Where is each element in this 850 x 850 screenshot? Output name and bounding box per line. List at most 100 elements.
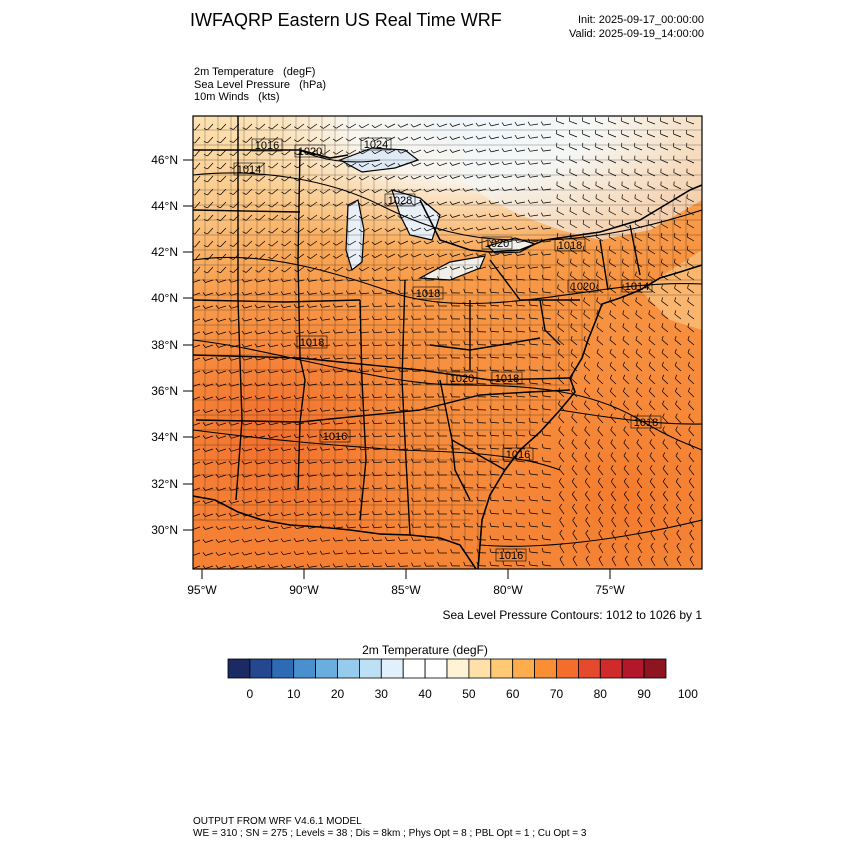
- lon-label: 95°W: [187, 583, 217, 597]
- wind-barbs: [193, 117, 695, 569]
- pressure-label: 1018: [296, 335, 328, 349]
- pressure-label-text: 1018: [416, 288, 440, 300]
- map-title: IWFAQRP Eastern US Real Time WRF: [190, 10, 502, 30]
- colorbar-swatch: [271, 658, 295, 679]
- contour-note: Sea Level Pressure Contours: 1012 to 102…: [442, 608, 703, 622]
- pressure-label: 1016: [319, 429, 351, 443]
- pressure-label-text: 1014: [237, 164, 261, 176]
- pressure-label: 1028: [384, 193, 416, 207]
- field-winds: 10m Winds (kts): [194, 91, 280, 103]
- pressure-label: 1020: [446, 371, 478, 385]
- pressure-label: 1018: [554, 238, 586, 252]
- longitude-labels: 95°W 90°W 85°W 80°W 75°W: [187, 569, 625, 597]
- colorbar-tick-label: 0: [247, 687, 254, 701]
- colorbar-title: 2m Temperature (degF): [362, 643, 488, 657]
- lat-label: 42°N: [151, 245, 178, 259]
- map-geography: [193, 116, 702, 569]
- colorbar-tick-label: 20: [331, 687, 345, 701]
- footer-line-2: WE = 310 ; SN = 275 ; Levels = 38 ; Dis …: [193, 828, 587, 839]
- pressure-label-text: 1018: [558, 240, 582, 252]
- temperature-colorbar: [227, 658, 667, 679]
- lat-label: 40°N: [151, 291, 178, 305]
- lat-label: 46°N: [151, 153, 178, 167]
- colorbar-swatch: [315, 658, 338, 679]
- pressure-label-text: 1028: [388, 195, 412, 207]
- colorbar-swatch: [512, 658, 536, 679]
- colorbar-swatch: [643, 658, 667, 679]
- pressure-label: 1020: [567, 279, 599, 293]
- pressure-label: 1018: [412, 286, 444, 300]
- pressure-label-text: 1014: [625, 281, 649, 293]
- lat-label: 32°N: [151, 477, 178, 491]
- pressure-label-text: 1018: [634, 417, 658, 429]
- valid-time: Valid: 2025-09-19_14:00:00: [569, 28, 704, 40]
- colorbar-swatch: [534, 658, 557, 679]
- lat-label: 44°N: [151, 199, 178, 213]
- pressure-label-text: 1016: [255, 140, 279, 152]
- init-time: Init: 2025-09-17_00:00:00: [578, 14, 704, 26]
- pressure-label: 1024: [360, 137, 392, 151]
- colorbar-swatch: [556, 658, 579, 679]
- pressure-label-text: 1016: [506, 449, 530, 461]
- pressure-label-text: 1016: [499, 550, 523, 562]
- colorbar-swatch: [380, 658, 404, 679]
- colorbar-tick-label: 40: [418, 687, 432, 701]
- colorbar-tick-label: 10: [287, 687, 301, 701]
- pressure-label-text: 1020: [485, 238, 509, 250]
- lon-label: 75°W: [595, 583, 625, 597]
- pressure-label: 1014: [233, 162, 265, 176]
- colorbar-swatch: [227, 658, 251, 679]
- pressure-label-text: 1020: [571, 281, 595, 293]
- colorbar-swatch: [402, 658, 426, 679]
- colorbar-swatch: [599, 658, 623, 679]
- colorbar-tick-label: 60: [506, 687, 520, 701]
- footer-line-1: OUTPUT FROM WRF V4.6.1 MODEL: [193, 816, 362, 827]
- colorbar-swatch: [468, 658, 492, 679]
- colorbar-tick-label: 100: [678, 687, 698, 701]
- lat-label: 38°N: [151, 338, 178, 352]
- colorbar-swatch: [490, 658, 514, 679]
- pressure-label-text: 1018: [495, 373, 519, 385]
- map-frame: [192, 115, 703, 570]
- temperature-field: [193, 116, 702, 569]
- pressure-label: 1018: [630, 415, 662, 429]
- lon-label: 90°W: [289, 583, 319, 597]
- latitude-labels: 46°N 44°N 42°N 40°N 38°N 36°N 34°N 32°N …: [151, 153, 193, 537]
- field-temperature: 2m Temperature (degF): [194, 66, 316, 78]
- pressure-label: 1016: [495, 548, 527, 562]
- colorbar-ticks: 0 10 20 30 40 50 60 70 80 90 100: [247, 687, 699, 701]
- colorbar-swatch: [337, 658, 360, 679]
- colorbar-tick-label: 70: [550, 687, 564, 701]
- field-list: 2m Temperature (degF) Sea Level Pressure…: [194, 66, 326, 104]
- colorbar-swatch: [249, 658, 273, 679]
- lat-label: 36°N: [151, 384, 178, 398]
- pressure-label: 1016: [502, 447, 534, 461]
- field-pressure: Sea Level Pressure (hPa): [194, 78, 327, 91]
- pressure-label-text: 1020: [298, 146, 322, 158]
- model-times: Init: 2025-09-17_00:00:00 Valid: 2025-09…: [569, 13, 704, 41]
- pressure-label: 1020: [294, 144, 326, 158]
- pressure-label-text: 1016: [323, 431, 347, 443]
- colorbar-swatch: [578, 658, 601, 679]
- colorbar-swatch: [446, 658, 470, 679]
- colorbar-tick-label: 80: [594, 687, 608, 701]
- lon-label: 80°W: [493, 583, 523, 597]
- pressure-labels: 1016 1020 1024 1014 1028 1020 1018 1018 1020 1014…: [233, 137, 662, 562]
- pressure-label-text: 1018: [300, 337, 324, 349]
- colorbar-swatch: [621, 658, 645, 679]
- colorbar-tick-label: 90: [637, 687, 651, 701]
- pressure-label-text: 1024: [364, 139, 388, 151]
- pressure-label-text: 1020: [450, 373, 474, 385]
- pressure-label: 1014: [621, 279, 653, 293]
- colorbar-swatch: [424, 658, 448, 679]
- colorbar-tick-label: 50: [462, 687, 476, 701]
- gulf-coast: [193, 495, 477, 569]
- pressure-label: 1020: [481, 236, 513, 250]
- lat-label: 30°N: [151, 523, 178, 537]
- lon-label: 85°W: [391, 583, 421, 597]
- pressure-label: 1016: [251, 138, 283, 152]
- lat-label: 34°N: [151, 430, 178, 444]
- colorbar-swatch: [358, 658, 382, 679]
- colorbar-tick-label: 30: [375, 687, 389, 701]
